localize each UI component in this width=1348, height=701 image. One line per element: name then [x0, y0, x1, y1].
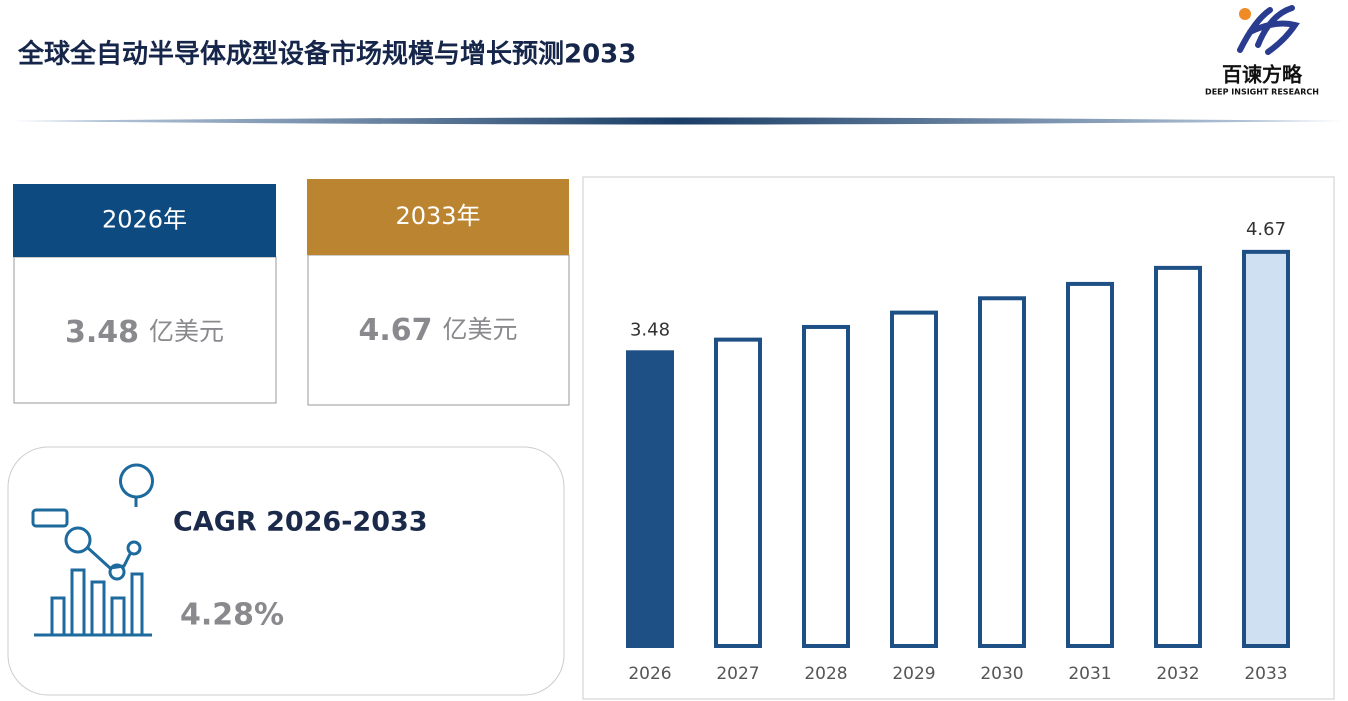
x-tick-label: 2030 [980, 664, 1023, 684]
x-tick-label: 2028 [804, 664, 847, 684]
logo-name: 百谏方略 [1222, 63, 1303, 87]
x-tick-label: 2033 [1244, 664, 1287, 684]
card-value-line: 4.67 亿美元 [358, 313, 517, 348]
card-value-line: 3.48 亿美元 [65, 315, 224, 350]
logo-tagline: DEEP INSIGHT RESEARCH [1205, 88, 1319, 97]
x-tick-label: 2031 [1068, 664, 1111, 684]
page-title: 全球全自动半导体成型设备市场规模与增长预测2033 [17, 39, 636, 70]
x-tick-label: 2029 [892, 664, 935, 684]
x-tick-label: 2027 [716, 664, 759, 684]
card-body [13, 256, 277, 404]
cagr-icon [31, 463, 154, 637]
bar [890, 310, 938, 648]
cards: 2026年 3.48 亿美元 2033年 4.67 亿美元 [13, 179, 570, 406]
bar [978, 296, 1026, 648]
x-tick-label: 2032 [1156, 664, 1199, 684]
divider [10, 117, 1345, 125]
logo-mark [1237, 5, 1300, 55]
bar [1066, 281, 1114, 648]
card-label: 2026年 [102, 206, 187, 234]
bar [714, 337, 762, 648]
x-tick-label: 2026 [628, 664, 671, 684]
bar [626, 350, 674, 648]
card-label: 2033年 [395, 202, 480, 230]
card-unit: 亿美元 [149, 317, 224, 346]
value-label: 3.48 [630, 319, 670, 340]
card-unit: 亿美元 [443, 315, 518, 344]
card-body [307, 254, 570, 406]
chart-frame [582, 176, 1335, 700]
value-label: 4.67 [1246, 219, 1286, 240]
card-value: 3.48 [65, 315, 139, 350]
cagr-value: 4.28% [180, 598, 284, 633]
bar [1242, 249, 1290, 649]
chart: 2026 3.48 2027 2028 2029 2030 2031 2032 2033 4.67 [626, 219, 1290, 684]
bar [1154, 265, 1202, 648]
cagr-box [7, 446, 565, 696]
card-header [307, 179, 569, 255]
logo: 百谏方略 DEEP INSIGHT RESEARCH [1205, 5, 1319, 97]
card-header [13, 184, 276, 257]
logo-dot [1239, 8, 1251, 20]
bar [802, 324, 850, 648]
cagr-label: CAGR 2026-2033 [173, 507, 428, 538]
card-value: 4.67 [358, 313, 432, 348]
